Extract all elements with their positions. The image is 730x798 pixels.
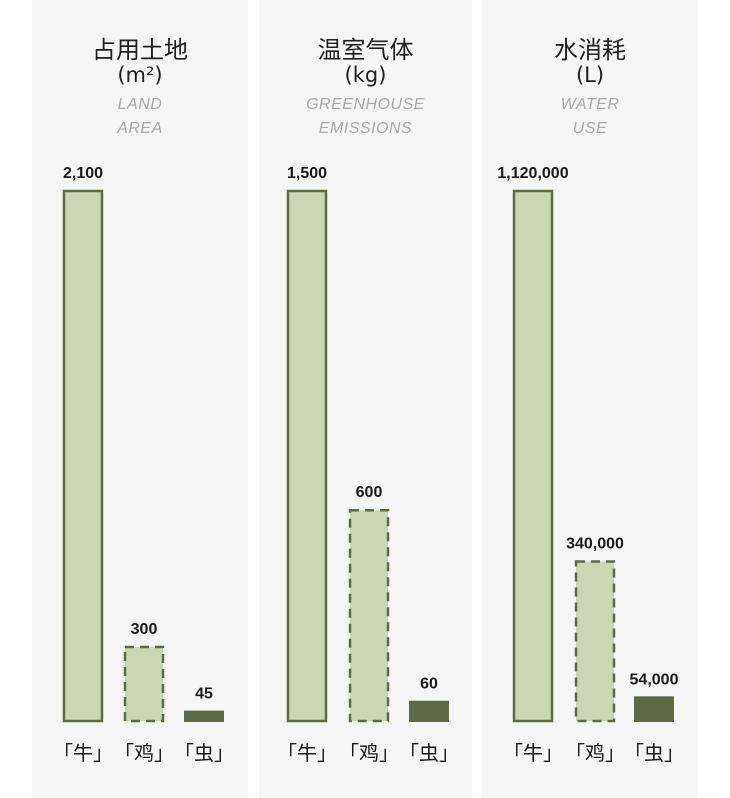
panel-title: 占用土地: [92, 36, 188, 64]
panel-land-area: 占用土地 (m²) LAND AREA 2,100 「牛」 300 「鸡」 45 「虫」: [32, 0, 248, 798]
panel-subtitle-line-1: LAND: [117, 96, 163, 113]
bar-cattle: [512, 189, 554, 723]
panel-subtitle-line-2: AREA: [117, 120, 163, 137]
bar-chicken: [348, 508, 390, 723]
bar-cattle: [286, 189, 328, 723]
bar-chart-land-area: 2,100 「牛」 300 「鸡」 45 「虫」: [53, 165, 234, 765]
value-label-cattle: 1,120,000: [497, 165, 568, 182]
panel-subtitle-line-1: WATER: [560, 96, 620, 113]
bar-chart-water-use: 1,120,000 「牛」 340,000 「鸡」 54,000 「虫」: [497, 165, 684, 765]
bar-insect: [184, 710, 224, 722]
value-label-chicken: 600: [356, 484, 383, 501]
category-label-chicken: 「鸡」: [339, 741, 399, 765]
category-label-cattle: 「牛」: [277, 741, 337, 765]
panel-unit: (m²): [117, 63, 163, 87]
value-label-chicken: 340,000: [566, 536, 624, 553]
value-label-insect: 60: [420, 676, 438, 693]
panel-subtitle-line-1: GREENHOUSE: [306, 96, 425, 113]
bar-chart-greenhouse-emissions: 1,500 「牛」 600 「鸡」 60 「虫」: [277, 165, 459, 765]
value-label-insect: 45: [195, 686, 213, 703]
value-label-insect: 54,000: [630, 671, 679, 688]
category-label-insect: 「虫」: [624, 741, 684, 765]
category-label-chicken: 「鸡」: [114, 741, 174, 765]
panel-title: 水消耗: [554, 36, 626, 64]
category-label-insect: 「虫」: [174, 741, 234, 765]
bar-chicken: [123, 645, 165, 723]
panel-subtitle-line-2: EMISSIONS: [318, 120, 413, 137]
bar-insect: [634, 696, 674, 722]
panel-water-use: 水消耗 (L) WATER USE 1,120,000 「牛」 340,000 「鸡」…: [482, 0, 698, 798]
value-label-cattle: 1,500: [287, 165, 327, 182]
value-label-cattle: 2,100: [63, 165, 103, 182]
bar-insect: [409, 700, 449, 722]
category-label-cattle: 「牛」: [53, 741, 113, 765]
panel-unit: (L): [575, 63, 605, 87]
panel-title: 温室气体: [317, 36, 414, 64]
bar-chicken: [574, 560, 616, 723]
panel-unit: (kg): [344, 63, 387, 87]
panel-subtitle-line-2: USE: [572, 120, 608, 137]
value-label-chicken: 300: [131, 621, 158, 638]
category-label-chicken: 「鸡」: [565, 741, 625, 765]
panel-greenhouse-emissions: 温室气体 (kg) GREENHOUSE EMISSIONS 1,500 「牛」 6…: [259, 0, 472, 798]
category-label-insect: 「虫」: [399, 741, 459, 765]
bar-cattle: [62, 189, 104, 723]
category-label-cattle: 「牛」: [503, 741, 563, 765]
